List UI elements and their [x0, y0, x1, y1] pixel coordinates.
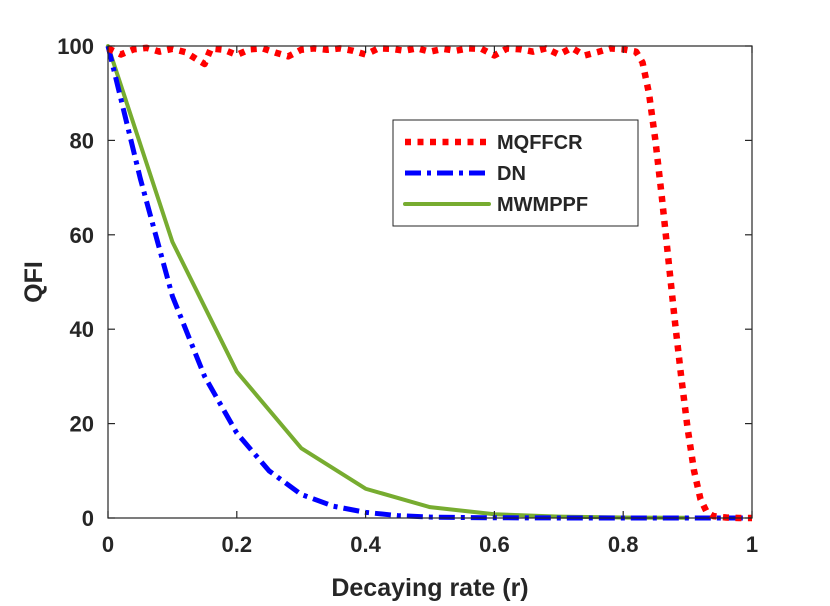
legend-label-mqffcr: MQFFCR [497, 132, 583, 154]
legend-label-dn: DN [497, 163, 526, 185]
x-tick-label: 0.4 [350, 532, 381, 557]
x-tick-label: 0.6 [479, 532, 510, 557]
legend-box [392, 119, 639, 227]
y-tick-label: 0 [82, 506, 94, 531]
legend-label-mwmppf: MWMPPF [497, 194, 588, 216]
x-axis-title: Decaying rate (r) [331, 574, 528, 602]
series-line-dn [105, 45, 752, 521]
y-tick-label: 20 [70, 412, 94, 437]
y-tick-label: 40 [70, 317, 94, 342]
y-tick-label: 100 [57, 34, 94, 59]
x-tick-label: 1 [746, 532, 758, 557]
legend: MQFFCR DN MWMPPF [392, 119, 639, 227]
x-tick-label: 0.8 [608, 532, 639, 557]
series-line-mwmppf [106, 44, 690, 520]
y-tick-label: 80 [70, 128, 94, 153]
y-tick-label: 60 [70, 223, 94, 248]
x-tick-label: 0.2 [222, 532, 253, 557]
y-axis-title: QFI [20, 261, 48, 303]
x-tick-label: 0 [102, 532, 114, 557]
series-line-mqffcr [106, 44, 752, 522]
plot-frame [107, 45, 753, 519]
